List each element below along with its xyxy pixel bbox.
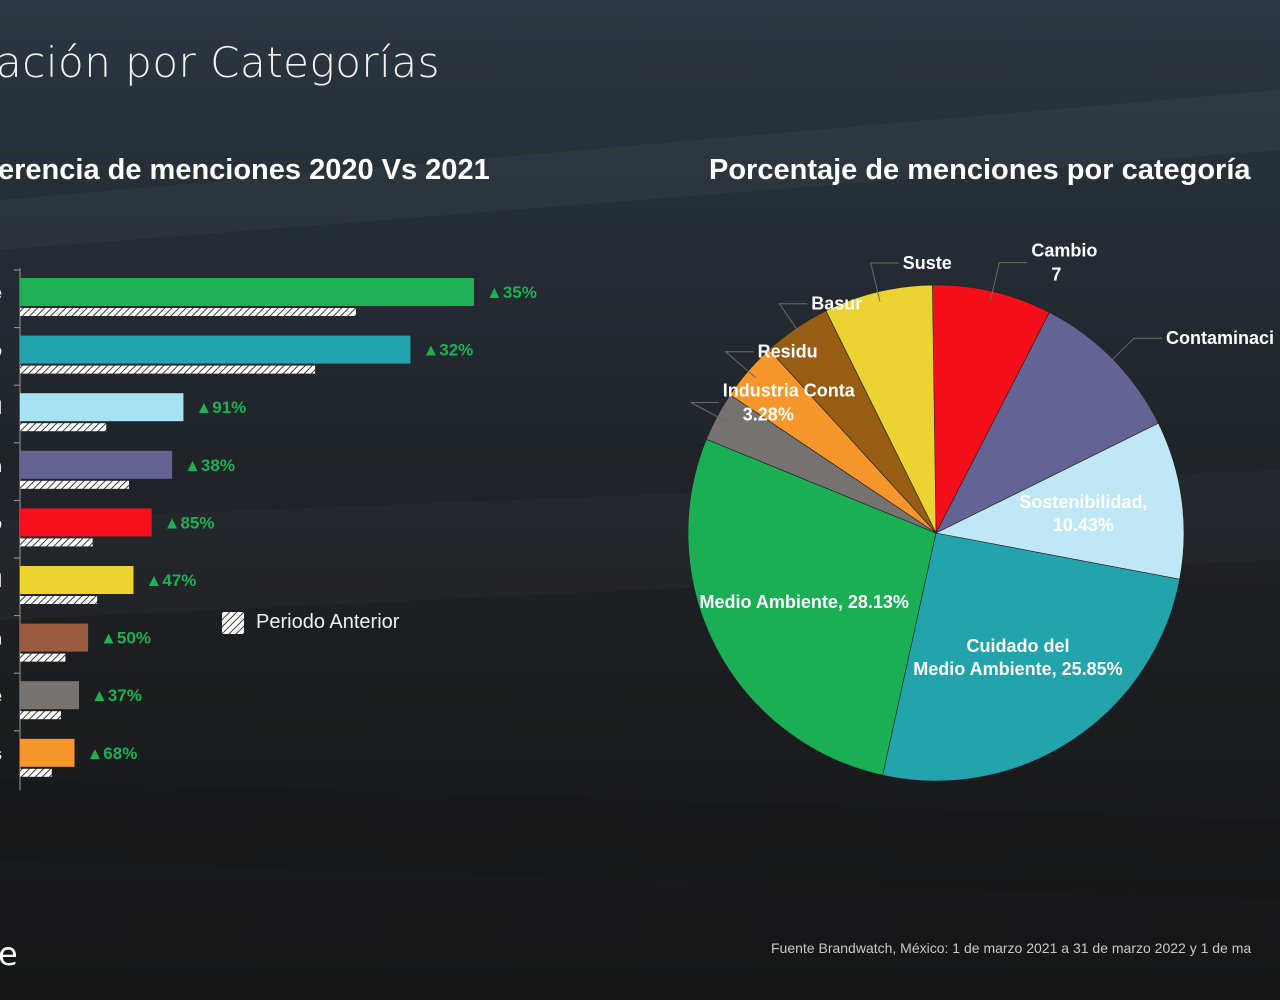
pie-chart: Medio Ambiente, 28.13% Cuidado del Medio A… bbox=[687, 241, 1274, 782]
pie-slice-label: Residu bbox=[758, 342, 818, 362]
change-label: ▲91% bbox=[195, 398, 246, 417]
previous-bar bbox=[20, 538, 93, 547]
change-label: ▲50% bbox=[100, 629, 151, 648]
current-bar bbox=[20, 623, 89, 652]
current-bar bbox=[20, 738, 75, 767]
pie-slice-label: Cambio 7 bbox=[1031, 241, 1097, 285]
current-bar bbox=[20, 393, 184, 422]
source-note: Fuente Brandwatch, México: 1 de marzo 20… bbox=[771, 940, 1252, 956]
y-tick-label: s bbox=[0, 744, 2, 764]
legend-label: Periodo Anterior bbox=[256, 611, 400, 633]
previous-bar bbox=[20, 653, 66, 662]
y-tick-label: e bbox=[0, 686, 2, 706]
current-bar bbox=[20, 681, 80, 710]
page-title: ación por Categorías bbox=[0, 38, 440, 87]
pie-slice-label: Cuidado del Medio Ambiente, 25.85% bbox=[913, 636, 1122, 679]
leader-line bbox=[778, 303, 808, 337]
change-label: ▲68% bbox=[86, 744, 137, 763]
change-label: ▲35% bbox=[486, 283, 537, 302]
previous-bar bbox=[20, 423, 107, 432]
previous-bar bbox=[20, 768, 52, 777]
current-bar bbox=[20, 566, 134, 594]
logo-fragment: e bbox=[0, 935, 18, 973]
y-tick-label: n bbox=[0, 456, 2, 476]
leader-line bbox=[870, 262, 899, 302]
pie-chart-title: Porcentaje de menciones por categoría bbox=[709, 154, 1251, 186]
previous-bar bbox=[20, 596, 98, 604]
previous-bar bbox=[20, 365, 316, 374]
leader-line bbox=[690, 402, 727, 422]
hatch-swatch-icon bbox=[222, 611, 244, 634]
bar-legend: Periodo Anterior bbox=[222, 611, 399, 634]
current-bar bbox=[20, 450, 173, 479]
pie-slice-label: Industria Conta 3.28% bbox=[723, 381, 856, 425]
current-bar bbox=[20, 508, 152, 537]
change-label: ▲47% bbox=[146, 571, 197, 590]
y-tick-label: e bbox=[0, 283, 2, 303]
bar-chart-title: erencia de menciones 2020 Vs 2021 bbox=[0, 154, 490, 186]
pie-slice-label: Sostenibilidad, 10.43% bbox=[1019, 492, 1147, 535]
current-bar bbox=[20, 278, 474, 306]
previous-bar bbox=[20, 308, 356, 316]
y-tick-label: d bbox=[0, 571, 2, 591]
y-tick-label: o bbox=[0, 341, 2, 361]
bar-chart: e ▲35% o ▲32% d ▲91% n ▲38% o ▲85% d ▲47% n ▲50% e ▲37%… bbox=[0, 268, 537, 791]
change-label: ▲38% bbox=[184, 456, 235, 475]
leader-line bbox=[989, 262, 1028, 302]
pie-slice bbox=[882, 532, 1181, 782]
y-tick-label: n bbox=[0, 629, 2, 649]
pie-slice bbox=[935, 422, 1185, 580]
leader-line bbox=[1105, 337, 1162, 367]
pie-slice bbox=[687, 438, 937, 776]
pie-slice-label: Medio Ambiente, 28.13% bbox=[700, 592, 909, 612]
previous-bar bbox=[20, 480, 129, 489]
current-bar bbox=[20, 335, 411, 364]
pie-slice-label: Basur bbox=[811, 294, 862, 314]
change-label: ▲85% bbox=[164, 513, 215, 532]
pie-slice-label: Contaminaci bbox=[1166, 328, 1274, 348]
pie-slice-label: Suste bbox=[903, 253, 952, 273]
y-tick-label: o bbox=[0, 513, 2, 533]
previous-bar bbox=[20, 711, 61, 720]
change-label: ▲37% bbox=[91, 686, 142, 705]
leader-line bbox=[724, 351, 756, 378]
change-label: ▲32% bbox=[422, 341, 473, 360]
y-tick-label: d bbox=[0, 398, 2, 418]
